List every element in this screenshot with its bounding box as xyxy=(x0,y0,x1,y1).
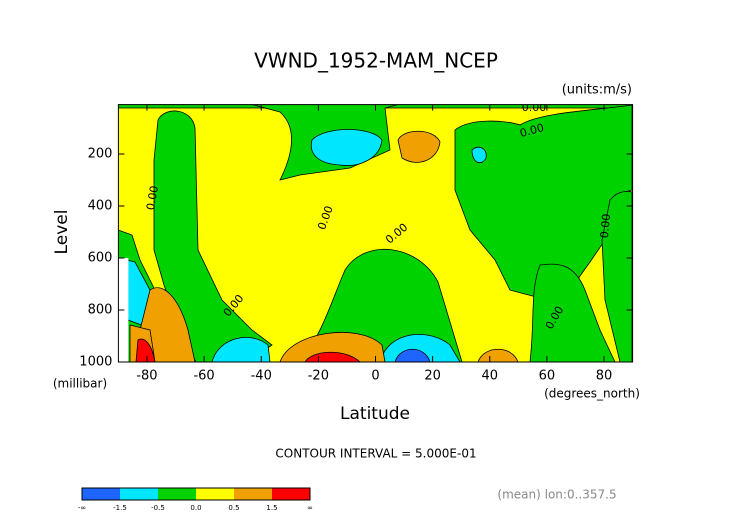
contour-label: 0.00 xyxy=(518,121,545,140)
y-tick-label: 600 xyxy=(88,251,113,266)
x-units: (degrees_north) xyxy=(544,387,640,401)
colorbar-swatch xyxy=(234,488,272,500)
x-tick-label: -60 xyxy=(193,369,214,384)
region xyxy=(397,130,441,163)
colorbar-swatch xyxy=(120,488,158,500)
region xyxy=(529,263,616,362)
region xyxy=(471,146,487,164)
region xyxy=(139,287,196,362)
colorbar-label: 0.5 xyxy=(228,504,239,512)
y-axis-label: Level xyxy=(52,210,72,255)
region xyxy=(310,129,383,166)
x-tick-label: -40 xyxy=(251,369,272,384)
colorbar-swatch xyxy=(82,488,120,500)
colorbar-label: -0.5 xyxy=(151,504,165,512)
y-tick-label: 400 xyxy=(88,199,113,214)
colorbar-swatch xyxy=(158,488,196,500)
x-tick-label: 0 xyxy=(371,369,379,384)
plot-area: 0.000.000.000.000.000.000.000.00 xyxy=(118,101,633,362)
region xyxy=(601,190,633,362)
x-tick-label: 20 xyxy=(424,369,441,384)
y-tick-label: 800 xyxy=(88,303,113,318)
colorbar-label: -1.5 xyxy=(113,504,127,512)
region xyxy=(211,337,271,362)
units: (units:m/s) xyxy=(562,83,632,98)
x-tick-label: -80 xyxy=(136,369,157,384)
contour-interval: CONTOUR INTERVAL = 5.000E-01 xyxy=(275,447,476,461)
mean-note: (mean) lon:0..357.5 xyxy=(497,488,616,502)
x-axis-label: Latitude xyxy=(340,404,410,424)
contour-label: 0.00 xyxy=(144,185,161,211)
y-units: (millibar) xyxy=(53,377,107,391)
y-tick-label: 1000 xyxy=(79,355,112,370)
colorbar-swatch xyxy=(272,488,310,500)
x-tick-label: -20 xyxy=(308,369,329,384)
contour-label: 0.00 xyxy=(522,101,547,114)
contour-fill: 0.000.000.000.000.000.000.000.00 xyxy=(118,101,633,362)
colorbar-label: 0.0 xyxy=(190,504,201,512)
region xyxy=(135,338,156,362)
x-tick-label: 40 xyxy=(481,369,498,384)
colorbar-label: -∞ xyxy=(78,504,86,512)
colorbar-frame xyxy=(81,487,311,501)
colorbar-swatch xyxy=(196,488,234,500)
region xyxy=(279,332,386,362)
y-tick-label: 200 xyxy=(88,147,113,162)
contour-label: 0.00 xyxy=(598,213,613,239)
x-tick-label: 80 xyxy=(596,369,613,384)
x-tick-label: 60 xyxy=(539,369,556,384)
chart-title: VWND_1952-MAM_NCEP xyxy=(254,49,498,73)
colorbar-label: 1.5 xyxy=(266,504,277,512)
colorbar-label: ∞ xyxy=(307,504,313,512)
